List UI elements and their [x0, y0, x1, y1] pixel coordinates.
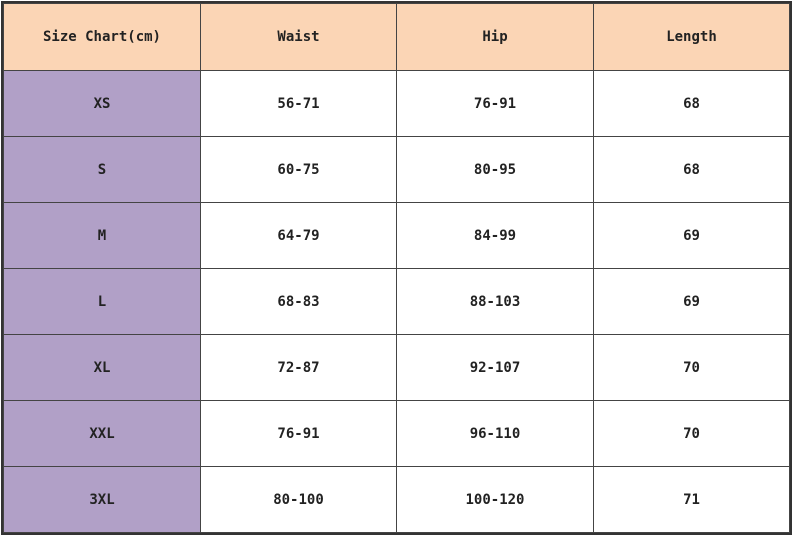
cell-hip: 84-99 — [396, 202, 594, 269]
cell-size: L — [3, 268, 201, 335]
header-waist: Waist — [200, 3, 397, 71]
cell-size: XXL — [3, 400, 201, 467]
table-row: S 60-75 80-95 68 — [3, 136, 790, 203]
cell-length: 69 — [593, 268, 790, 335]
cell-length: 68 — [593, 136, 790, 203]
cell-hip: 76-91 — [396, 70, 594, 137]
cell-waist: 76-91 — [200, 400, 397, 467]
cell-length: 69 — [593, 202, 790, 269]
cell-length: 71 — [593, 466, 790, 533]
table-row: L 68-83 88-103 69 — [3, 268, 790, 335]
cell-waist: 80-100 — [200, 466, 397, 533]
cell-waist: 60-75 — [200, 136, 397, 203]
header-size-chart: Size Chart(cm) — [3, 3, 201, 71]
cell-waist: 56-71 — [200, 70, 397, 137]
cell-length: 68 — [593, 70, 790, 137]
header-length: Length — [593, 3, 790, 71]
header-row: Size Chart(cm) Waist Hip Length — [3, 3, 790, 71]
cell-hip: 92-107 — [396, 334, 594, 401]
table-row: XXL 76-91 96-110 70 — [3, 400, 790, 467]
cell-hip: 96-110 — [396, 400, 594, 467]
cell-hip: 88-103 — [396, 268, 594, 335]
cell-size: XL — [3, 334, 201, 401]
cell-size: M — [3, 202, 201, 269]
table-row: 3XL 80-100 100-120 71 — [3, 466, 790, 533]
cell-hip: 80-95 — [396, 136, 594, 203]
cell-waist: 72-87 — [200, 334, 397, 401]
header-hip: Hip — [396, 3, 594, 71]
cell-size: 3XL — [3, 466, 201, 533]
table-row: XL 72-87 92-107 70 — [3, 334, 790, 401]
table-row: M 64-79 84-99 69 — [3, 202, 790, 269]
cell-length: 70 — [593, 334, 790, 401]
table-row: XS 56-71 76-91 68 — [3, 70, 790, 137]
cell-size: XS — [3, 70, 201, 137]
cell-waist: 64-79 — [200, 202, 397, 269]
cell-hip: 100-120 — [396, 466, 594, 533]
cell-length: 70 — [593, 400, 790, 467]
cell-waist: 68-83 — [200, 268, 397, 335]
cell-size: S — [3, 136, 201, 203]
